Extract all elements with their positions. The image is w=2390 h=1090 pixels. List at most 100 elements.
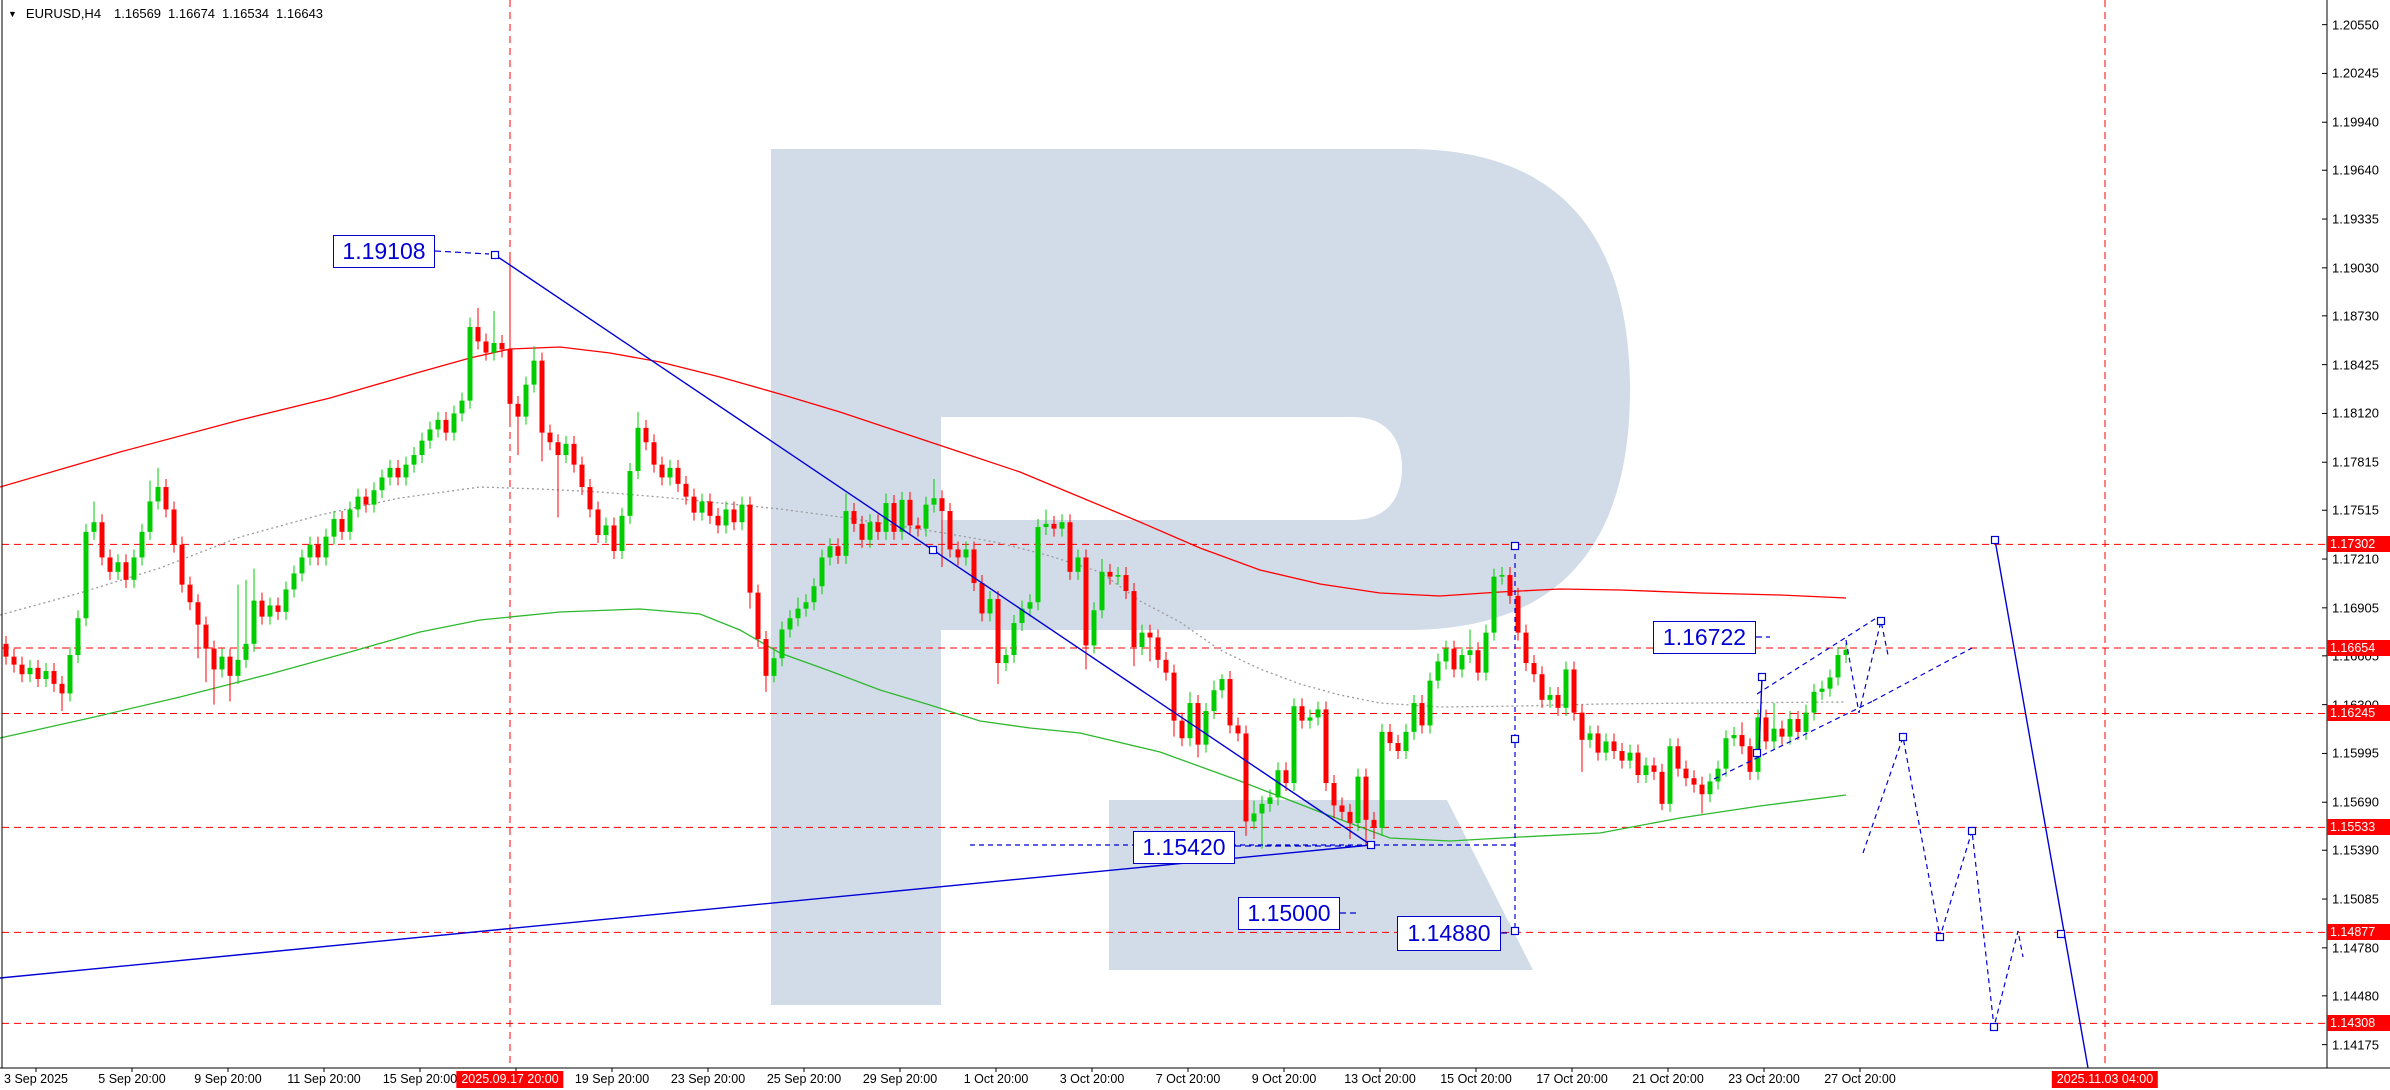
candle-body (1187, 703, 1193, 739)
candle-body (243, 643, 249, 660)
object-handle[interactable] (1510, 926, 1520, 936)
forecast-zigzag-small[interactable] (1845, 620, 1889, 714)
candle-body (683, 483, 689, 497)
candle-body (323, 536, 329, 558)
candle-body (819, 557, 825, 587)
candle-body (883, 503, 889, 532)
candle-body (1291, 706, 1297, 784)
object-handle[interactable] (1752, 748, 1762, 758)
price-tick-label: 1.19640 (2332, 162, 2379, 178)
candle-body (755, 592, 761, 640)
candle-body (1747, 746, 1753, 772)
object-handle[interactable] (1876, 616, 1886, 626)
candle-body (107, 557, 113, 572)
candle-body (35, 667, 41, 680)
candle-body (971, 549, 977, 584)
candle-body (995, 599, 1001, 664)
price-annotation-label[interactable]: 1.15000 (1238, 897, 1340, 930)
candle-body (187, 584, 193, 603)
object-handle[interactable] (490, 250, 500, 260)
candle-body (827, 546, 833, 558)
candle-body (851, 511, 857, 524)
candle-body (443, 419, 449, 433)
candle-body (691, 496, 697, 513)
candle-body (219, 656, 225, 670)
candle-body (475, 327, 481, 342)
candle-body (1659, 771, 1665, 804)
candle-body (83, 531, 89, 619)
candle-body (403, 464, 409, 478)
candle-body (523, 384, 529, 417)
candle-body (1355, 776, 1361, 824)
candle-body (1459, 655, 1465, 670)
candle-body (1547, 695, 1553, 700)
candle-body (923, 504, 929, 529)
object-handle[interactable] (2056, 929, 2066, 939)
forecast-zigzag-w[interactable] (1862, 734, 2024, 1028)
object-handle[interactable] (1510, 541, 1520, 551)
candle-body (659, 464, 665, 478)
candle-body (3, 643, 9, 657)
candle-body (1523, 632, 1529, 664)
projection-steep-line[interactable] (1994, 539, 2089, 1069)
price-tick-label: 1.19940 (2332, 114, 2379, 130)
candle-body (1051, 523, 1057, 529)
candle-body (1635, 752, 1641, 776)
candle-body (651, 442, 657, 465)
candle-body (1811, 691, 1817, 713)
object-handle[interactable] (1935, 932, 1945, 942)
candle-body (1123, 575, 1129, 592)
candle-body (795, 608, 801, 619)
candle-body (1107, 571, 1113, 577)
price-annotation-label[interactable]: 1.19108 (333, 235, 435, 268)
candle-body (91, 522, 97, 532)
quote-close: 1.16643 (276, 6, 324, 21)
object-handle[interactable] (1989, 1022, 1999, 1032)
candle-body (1651, 765, 1657, 772)
wedge-lower-line[interactable] (1713, 700, 1874, 780)
price-annotation-label[interactable]: 1.14880 (1397, 916, 1501, 951)
candle-body (307, 544, 313, 558)
candle-body (1195, 703, 1201, 745)
candle-body (291, 573, 297, 590)
candle-body (435, 419, 441, 430)
candle-body (1443, 648, 1449, 662)
candle-body (1243, 733, 1249, 822)
candle-body (643, 427, 649, 443)
candle-body (1043, 523, 1049, 528)
candle-body (1723, 738, 1729, 769)
candle-body (699, 501, 705, 513)
candle-body (515, 403, 521, 417)
candle-body (955, 549, 961, 558)
candle-body (1803, 712, 1809, 732)
wedge-lower-extension[interactable] (1872, 647, 1973, 702)
event-time-label: 2025.09.17 20:00 (456, 1071, 564, 1088)
candle-body (11, 656, 17, 665)
object-handle[interactable] (1757, 672, 1767, 682)
candle-body (1715, 768, 1721, 782)
time-tick-label: 23 Oct 20:00 (1728, 1072, 1800, 1086)
object-handle[interactable] (1990, 535, 2000, 545)
object-handle[interactable] (1898, 732, 1908, 742)
candle-body (427, 429, 433, 441)
annotation-connector (434, 250, 490, 255)
object-handle[interactable] (1967, 826, 1977, 836)
candle-body (1339, 805, 1345, 812)
candle-body (1203, 711, 1209, 745)
candle-body (1779, 728, 1785, 737)
object-handle[interactable] (1510, 734, 1520, 744)
price-annotation-label[interactable]: 1.15420 (1133, 831, 1235, 864)
object-handle[interactable] (928, 545, 938, 555)
candle-body (395, 467, 401, 478)
wedge-handle-bar[interactable] (1758, 676, 1763, 754)
wedge-upper-line[interactable] (1756, 616, 1879, 695)
symbol-dropdown-icon[interactable]: ▼ (8, 8, 17, 19)
candle-body (331, 519, 337, 537)
price-level-label: 1.15533 (2327, 819, 2390, 836)
ascending-trendline[interactable] (0, 844, 1372, 979)
object-handle[interactable] (1366, 840, 1376, 850)
price-annotation-label[interactable]: 1.16722 (1653, 621, 1756, 654)
candle-body (739, 504, 745, 523)
